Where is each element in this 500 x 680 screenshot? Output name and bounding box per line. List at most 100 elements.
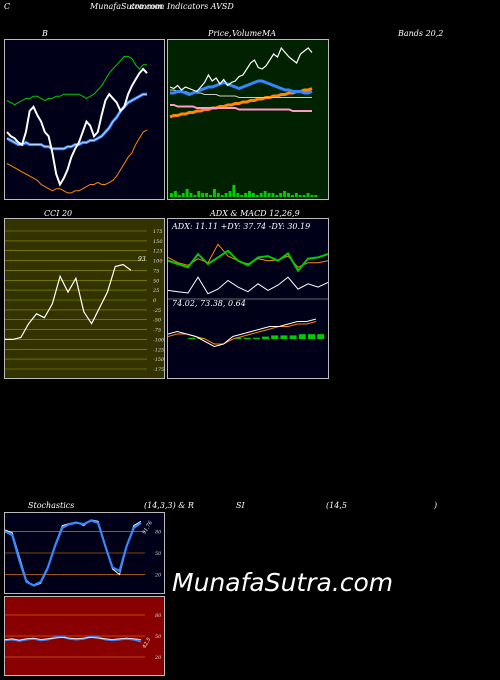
stochastics-panel: 80 50 20 91.76 xyxy=(4,512,165,594)
stoch-title-d: (14,5 xyxy=(326,501,347,510)
volume-bar xyxy=(294,193,298,197)
bollinger-panel xyxy=(4,39,165,200)
price-title: Price, xyxy=(208,29,232,38)
rsi-tick-label: 20 xyxy=(154,655,162,661)
volume-bar xyxy=(306,193,310,197)
volume-bar xyxy=(173,191,177,197)
bollinger-chart xyxy=(6,55,148,194)
volume-bar xyxy=(197,191,201,197)
cci-tick-label: 75 xyxy=(153,268,159,274)
adx-title: ADX & MACD 12,26,9 xyxy=(210,209,300,218)
header-site[interactable]: MunafaSutra.com xyxy=(90,2,163,11)
cci-panel: 175 150 125 100 75 50 25 0 -25 -50 -75 -100 -125 -150… xyxy=(4,218,165,379)
volume-bar xyxy=(298,195,302,197)
macd-histogram-bar xyxy=(243,337,251,339)
stoch-tick-label: 20 xyxy=(154,573,162,579)
rsi-panel: 80 50 20 42.5 xyxy=(4,596,165,676)
volume-bar xyxy=(310,195,314,197)
cci-tick-label: 150 xyxy=(153,239,163,245)
cci-tick-label: -25 xyxy=(153,308,161,314)
stoch-tick-label: 80 xyxy=(155,529,162,535)
stochastics-chart: 80 50 20 91.76 xyxy=(5,519,162,587)
volume-bar xyxy=(193,195,197,197)
stoch-last-label: 91.76 xyxy=(142,519,155,535)
macd-histogram-bar xyxy=(252,337,260,339)
bb-upper-band xyxy=(6,55,147,106)
volume-bar xyxy=(224,193,228,197)
volume-ma-line xyxy=(169,87,313,119)
volume-bar xyxy=(271,193,275,197)
rsi-tick-label: 80 xyxy=(155,613,162,619)
volume-bar xyxy=(279,193,283,197)
cci-tick-label: -100 xyxy=(153,337,164,343)
volume-bar xyxy=(216,193,220,197)
volume-bar xyxy=(251,193,255,197)
volume-bar xyxy=(244,193,248,197)
macd-histogram-bar xyxy=(298,334,306,339)
stoch-tick-label: 50 xyxy=(155,551,162,557)
cci-last-label: 93 xyxy=(138,256,146,263)
volume-bar xyxy=(205,193,209,197)
adx-readout: ADX: 11.11 +DY: 37.74 -DY: 30.19 xyxy=(172,222,311,231)
rsi-signal-line xyxy=(5,636,142,641)
ma-title: MA xyxy=(262,29,276,38)
volume-bar xyxy=(181,193,185,197)
volume-bar xyxy=(240,195,244,197)
volume-bar xyxy=(189,193,193,197)
volume-bar xyxy=(290,195,294,197)
volume-bar xyxy=(275,195,279,197)
bands-title: Bands 20,2 xyxy=(398,29,444,38)
watermark: MunafaSutra.com xyxy=(172,568,394,597)
cci-line xyxy=(5,263,132,341)
macd-histogram-bar xyxy=(262,336,269,339)
rsi-last-label: 42.5 xyxy=(141,637,152,651)
macd-histogram-bar xyxy=(280,335,288,339)
volume-bar xyxy=(185,189,189,197)
volume-bar xyxy=(209,195,212,197)
rsi-tick-label: 50 xyxy=(155,634,162,640)
cci-tick-label: 25 xyxy=(152,288,159,294)
bb-lower-band xyxy=(6,129,148,194)
cci-tick-label: -75 xyxy=(153,328,161,334)
cci-chart: 175 150 125 100 75 50 25 0 -25 -50 -75 -100 -125 -150… xyxy=(5,229,164,373)
cci-tick-label: -150 xyxy=(153,357,164,363)
price-chart xyxy=(169,46,318,197)
header-c: C xyxy=(4,2,11,11)
volume-bar xyxy=(228,191,232,197)
volume-bar xyxy=(255,195,259,197)
macd-histogram-bar xyxy=(188,337,196,339)
volume-bar xyxy=(220,195,224,197)
macd-histogram-bar xyxy=(289,335,297,339)
volume-bar xyxy=(177,195,181,197)
adx-plus-dy-line xyxy=(168,249,328,273)
bb-title: B xyxy=(42,29,48,38)
macd-histogram-bar xyxy=(271,335,279,339)
stoch-title-b: (14,3,3) & R xyxy=(144,501,194,510)
macd-line xyxy=(168,318,317,348)
volume-bar xyxy=(263,191,267,197)
cci-tick-label: 50 xyxy=(153,278,160,284)
volume-bar xyxy=(248,191,251,197)
adx-macd-chart xyxy=(168,243,328,348)
stoch-title-e: ) xyxy=(434,501,438,510)
volume-bar xyxy=(201,193,205,197)
volume-bar xyxy=(283,191,287,197)
volume-bar xyxy=(314,195,318,197)
stoch-title-a: Stochastics xyxy=(28,501,75,510)
stoch-d-line xyxy=(5,519,142,587)
bb-price-line xyxy=(6,67,148,187)
price-ma-fast xyxy=(170,79,313,97)
rsi-line xyxy=(5,635,142,643)
header-subtitle: common Indicators AVSD xyxy=(130,2,234,11)
cci-tick-label: 175 xyxy=(153,229,163,235)
volume-bar xyxy=(170,193,173,197)
macd-histogram-bar xyxy=(317,334,325,339)
cci-tick-label: 125 xyxy=(153,249,163,255)
volume-bar xyxy=(212,189,216,197)
volume-bar xyxy=(259,193,263,197)
macd-histogram-bar xyxy=(234,337,242,339)
macd-readout: 74.02, 73.38, 0.64 xyxy=(172,299,246,308)
price-ma-slow xyxy=(170,104,312,112)
adx-line xyxy=(168,276,328,295)
